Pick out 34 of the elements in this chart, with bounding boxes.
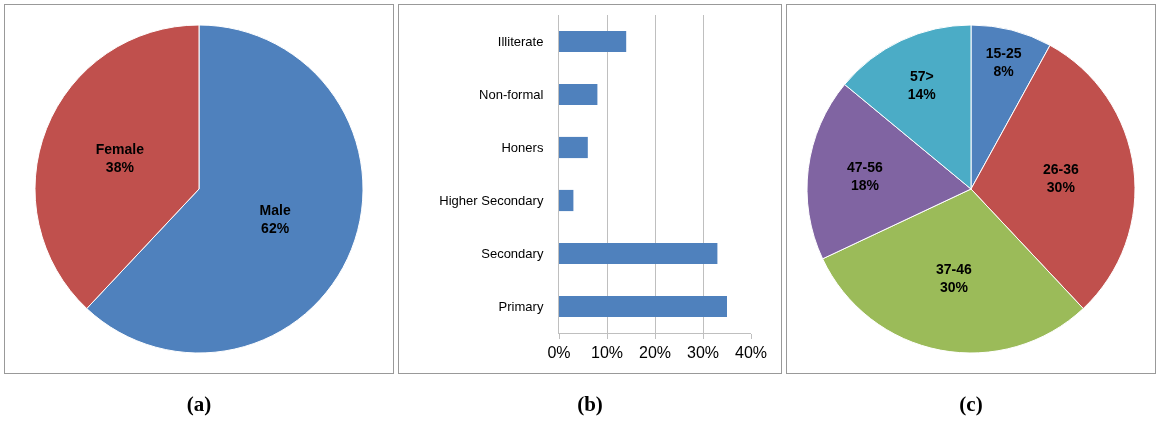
bar <box>559 295 727 318</box>
bar <box>559 136 588 159</box>
bar <box>559 83 598 106</box>
x-tick-label: 30% <box>686 344 720 362</box>
x-tick-label: 10% <box>590 344 624 362</box>
y-tick-label: Non-formal <box>479 87 544 103</box>
data-label: 14% <box>907 86 937 103</box>
y-tick-label: Higher Secondary <box>439 193 544 209</box>
slice-label: 37-46 <box>936 260 973 277</box>
y-tick-label: Honers <box>501 140 544 156</box>
data-label: 8% <box>993 62 1015 79</box>
y-tick-label: Illiterate <box>497 34 544 50</box>
bar <box>559 189 574 212</box>
bar <box>559 242 718 265</box>
slice-label: Male <box>259 202 291 219</box>
x-tick-label: 40% <box>734 344 768 362</box>
y-tick-label: Primary <box>498 299 544 315</box>
slice-label: 57> <box>909 67 934 84</box>
x-tick-label: 20% <box>638 344 672 362</box>
slice-label: 15-25 <box>985 44 1022 61</box>
bar <box>559 30 627 53</box>
text: (c) <box>958 392 984 417</box>
data-label: 30% <box>1046 178 1076 195</box>
x-tick-label: 0% <box>547 344 571 362</box>
data-label: 38% <box>105 158 135 175</box>
data-label: 62% <box>261 220 290 237</box>
text: (a) <box>185 392 213 417</box>
slice-label: 47-56 <box>847 158 884 175</box>
slice-label: 26-36 <box>1042 160 1079 177</box>
text: (b) <box>576 392 604 417</box>
slice-label: Female <box>95 140 145 157</box>
data-label: 30% <box>939 279 969 296</box>
y-tick-label: Secondary <box>481 246 544 262</box>
data-label: 18% <box>850 176 880 193</box>
